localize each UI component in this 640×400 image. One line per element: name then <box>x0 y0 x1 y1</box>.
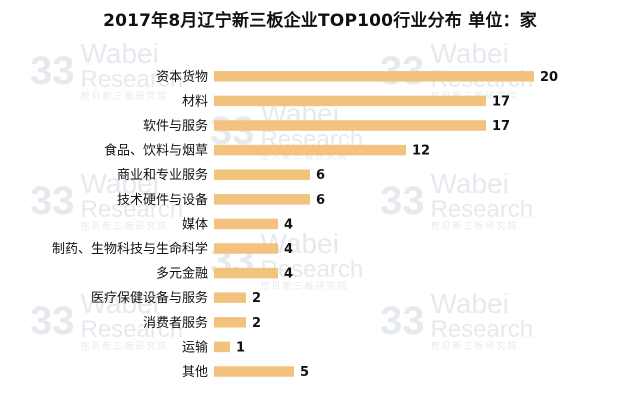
bar <box>214 144 406 156</box>
category-label: 运输 <box>182 339 208 355</box>
category-label: 消费者服务 <box>143 315 208 331</box>
bar <box>214 218 278 230</box>
value-label: 6 <box>316 193 325 208</box>
value-label: 17 <box>492 94 510 109</box>
value-label: 6 <box>316 168 325 183</box>
category-label: 软件与服务 <box>143 118 208 134</box>
value-label: 17 <box>492 119 510 134</box>
bar <box>214 71 534 82</box>
bar <box>214 366 294 377</box>
category-label: 材料 <box>182 94 208 109</box>
bar <box>214 95 486 107</box>
category-label: 制药、生物科技与生命科学 <box>52 241 208 257</box>
value-label: 4 <box>284 267 293 282</box>
category-label: 医疗保健设备与服务 <box>91 290 208 306</box>
value-label: 2 <box>252 316 261 331</box>
bar <box>214 120 486 131</box>
category-label: 其他 <box>182 365 208 380</box>
value-label: 5 <box>300 365 309 380</box>
category-label: 技术硬件与设备 <box>117 192 208 208</box>
bar <box>214 317 246 328</box>
bar <box>214 341 230 353</box>
bar <box>214 169 310 180</box>
value-label: 20 <box>540 70 558 85</box>
bar <box>214 243 278 254</box>
value-label: 12 <box>412 144 430 159</box>
category-label: 商业和专业服务 <box>117 167 208 183</box>
bar <box>214 267 278 279</box>
bar <box>214 292 246 303</box>
value-label: 4 <box>284 217 293 232</box>
chart-title: 2017年8月辽宁新三板企业TOP100行业分布 单位：家 <box>103 11 537 31</box>
value-label: 1 <box>236 340 245 355</box>
category-label: 资本货物 <box>156 69 208 85</box>
bar <box>214 194 310 205</box>
category-label: 食品、饮料与烟草 <box>104 143 208 159</box>
value-label: 4 <box>284 242 293 257</box>
value-label: 2 <box>252 291 261 306</box>
category-label: 多元金融 <box>156 266 208 282</box>
category-label: 媒体 <box>182 217 208 232</box>
